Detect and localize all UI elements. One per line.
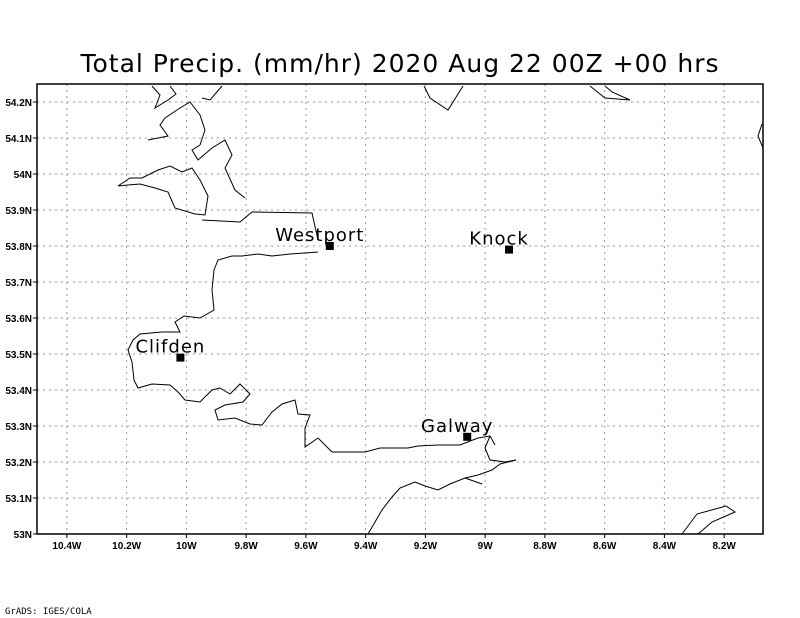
lon-tick-label: 9.8W [234,541,258,552]
city-marker [505,245,514,254]
grads-credit: GrADS: IGES/COLA [5,607,92,617]
lon-tick-label: 8.4W [653,541,677,552]
city-marker [325,242,334,250]
lat-tick-label: 53.1N [5,494,32,505]
city-label: Galway [421,416,493,437]
lat-tick-label: 53.4N [5,386,32,397]
city-label: Knock [469,229,529,250]
lon-tick-label: 9.4W [354,541,378,552]
lon-tick-label: 8.2W [712,541,736,552]
lon-tick-label: 8.6W [593,541,617,552]
lat-tick-label: 53.7N [5,278,32,289]
city-marker [463,432,472,441]
city-markers: Westport Knock Clifden Galway [135,225,528,441]
lat-tick-label: 53.8N [5,242,32,253]
lat-tick-label: 53.6N [5,314,32,325]
lat-tick-label: 53.3N [5,422,32,433]
lat-tick-label: 54N [14,170,32,181]
longitude-axis: 10.4W 10.2W 10W 9.8W 9.6W 9.4W 9.2W 9W 8.8W 8.6W 8… [52,534,736,552]
lon-tick-label: 10.4W [52,541,81,552]
lat-tick-label: 53N [14,530,32,541]
lat-tick-label: 53.5N [5,350,32,361]
map-frame [36,83,764,535]
gridlines [37,84,763,535]
map-title: Total Precip. (mm/hr) 2020 Aug 22 00Z +0… [79,49,719,78]
latitude-axis: 53N 53.1N 53.2N 53.3N 53.4N 53.5N 53.6N 53.7N 53… [5,98,37,541]
coastline [117,85,764,535]
lat-tick-label: 53.2N [5,458,32,469]
lon-tick-label: 9.6W [294,541,318,552]
lon-tick-label: 10.2W [112,541,141,552]
city-marker [176,353,185,362]
lon-tick-label: 9W [478,541,494,552]
lon-tick-label: 10W [176,541,197,552]
city-label: Clifden [135,337,205,358]
lat-tick-label: 54.2N [5,98,32,109]
lat-tick-label: 53.9N [5,206,32,217]
lon-tick-label: 8.8W [533,541,557,552]
city-label: Westport [275,225,364,246]
lat-tick-label: 54.1N [5,134,32,145]
lon-tick-label: 9.2W [414,541,438,552]
